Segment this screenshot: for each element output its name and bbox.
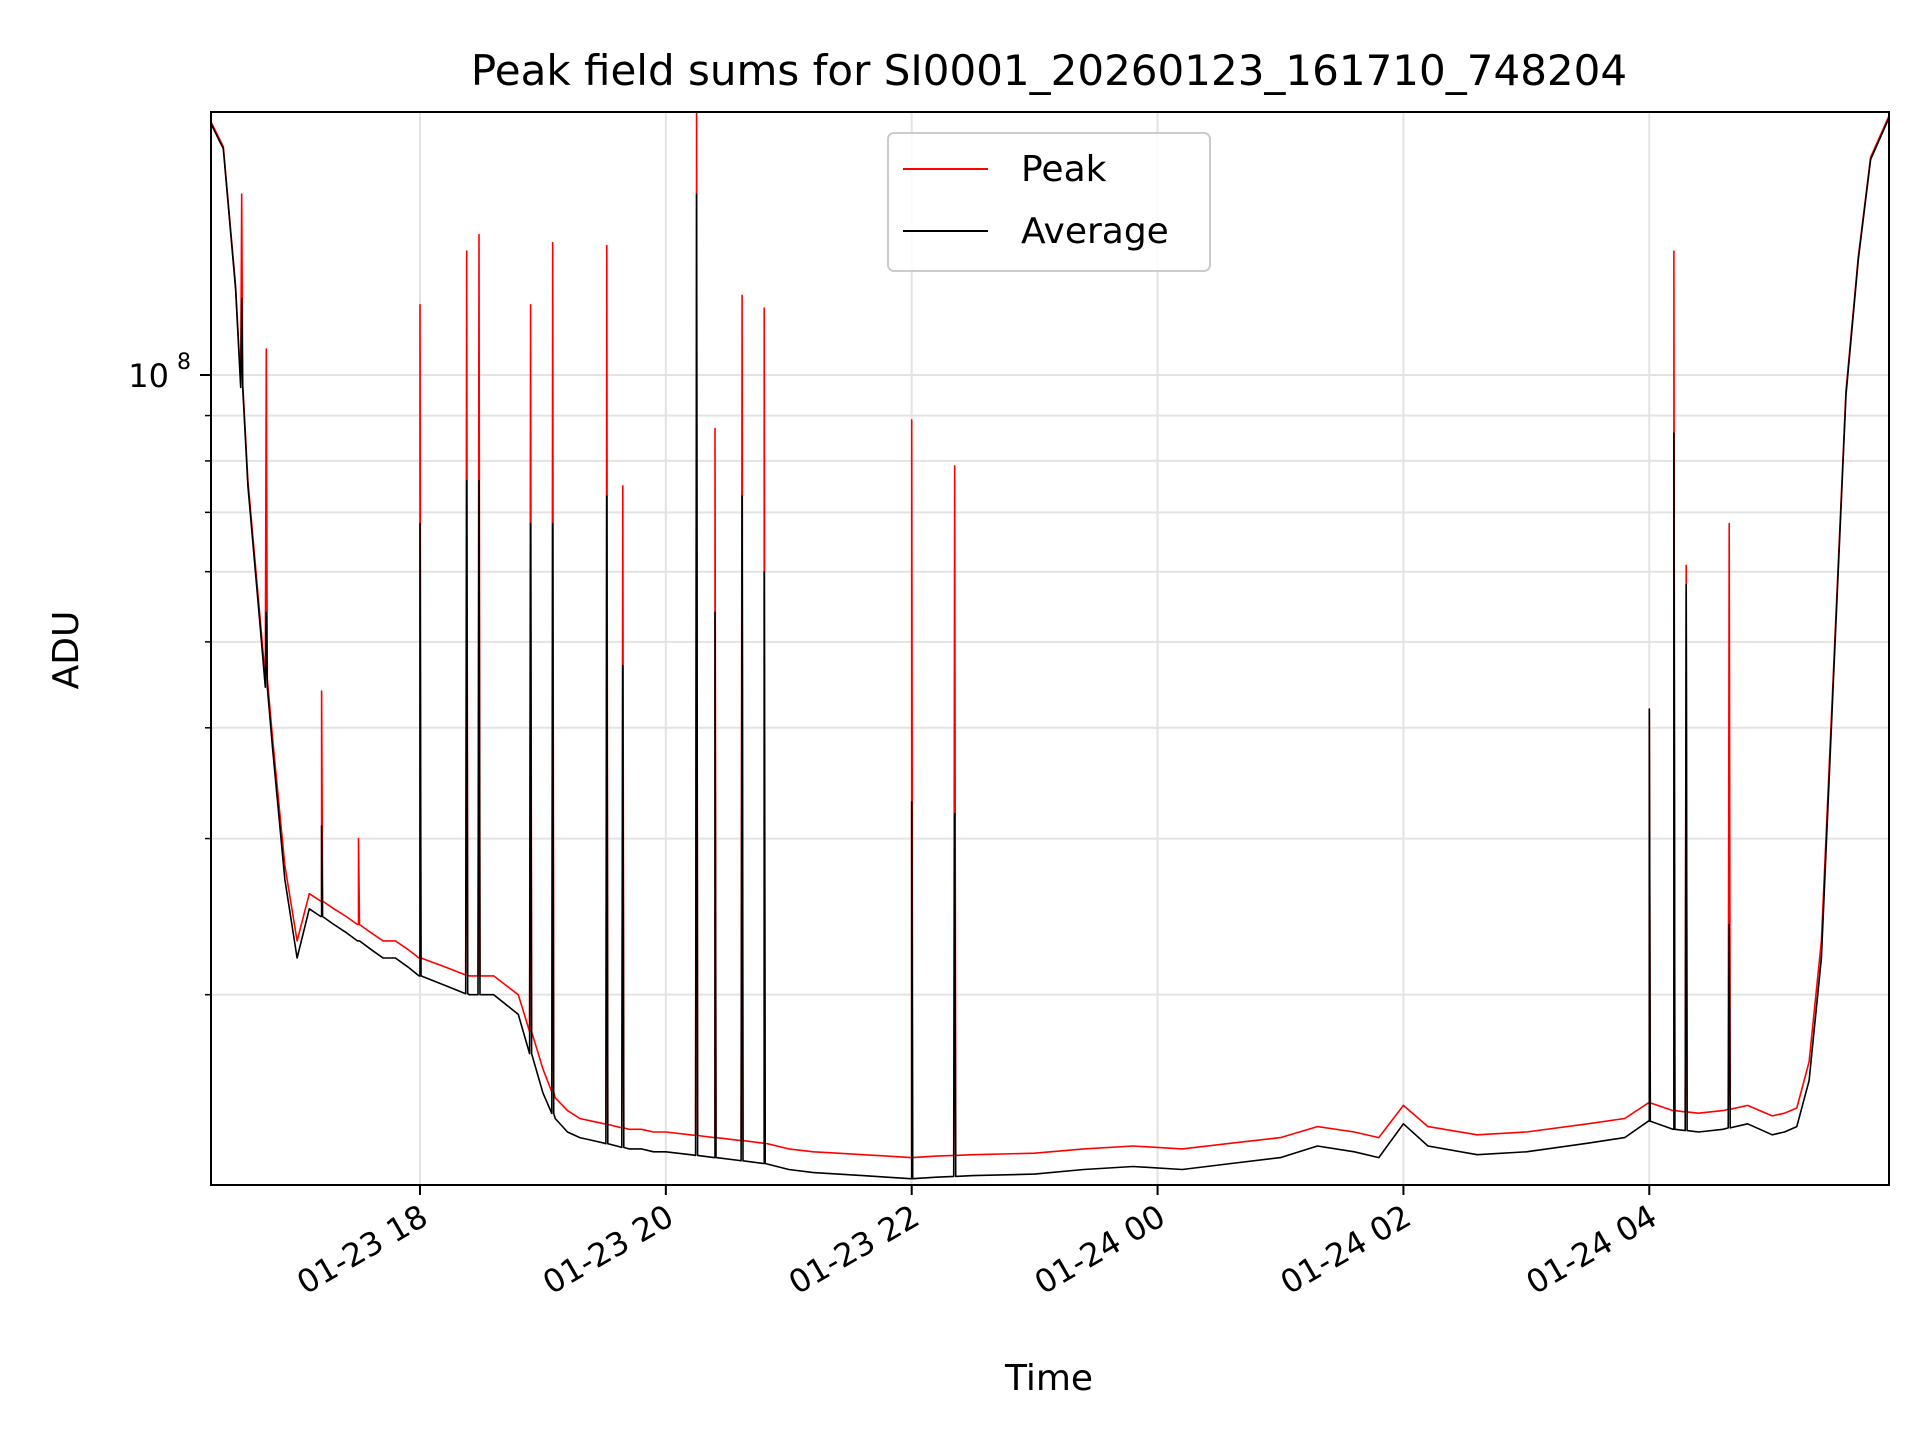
legend: Peak Average [887, 132, 1211, 272]
legend-label-peak: Peak [1021, 149, 1107, 190]
y-axis-label: ADU [46, 611, 87, 690]
plot-frame [210, 111, 1890, 1186]
y-tick-label: 10 [128, 357, 169, 395]
series-line-average [211, 117, 1889, 1180]
series-layer [211, 112, 1889, 1180]
grid-layer [211, 112, 1889, 1185]
legend-label-average: Average [1021, 211, 1169, 252]
chart-title: Peak field sums for SI0001_20260123_1617… [471, 46, 1627, 95]
x-axis-label: Time [1004, 1358, 1093, 1399]
y-tick-label-exponent: 8 [177, 350, 191, 375]
y-tick-layer: 10 8 [128, 350, 211, 996]
legend-box [887, 132, 1211, 272]
